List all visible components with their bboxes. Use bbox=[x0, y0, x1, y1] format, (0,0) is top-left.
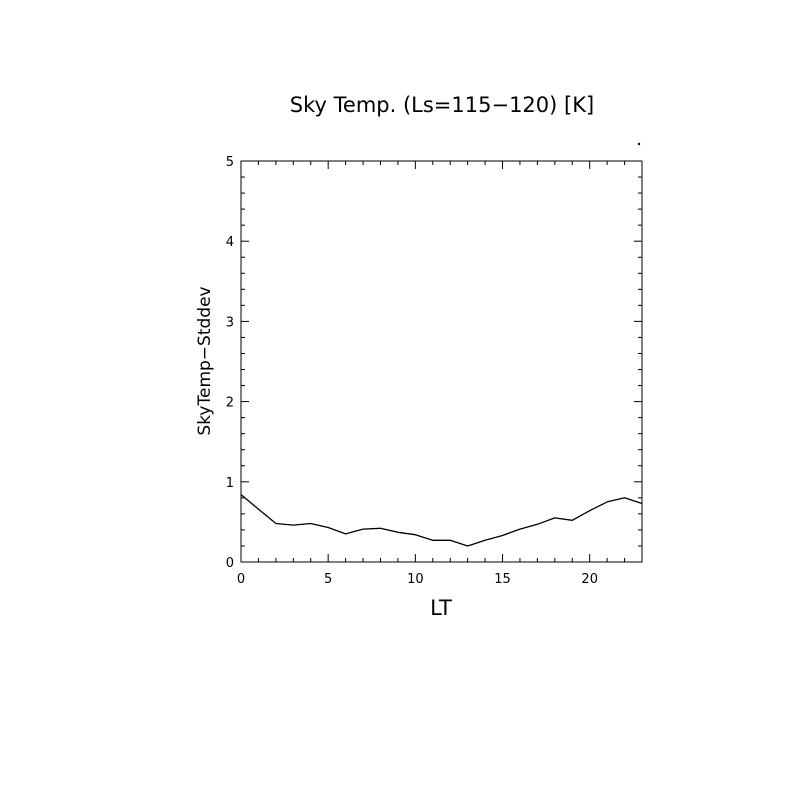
series-group bbox=[240, 494, 643, 547]
y-axis-ticks bbox=[241, 160, 642, 563]
x-axis-tick-labels: 0 5 10 15 20 bbox=[237, 572, 598, 587]
x-tick-label: 0 bbox=[237, 572, 245, 587]
x-tick-label: 10 bbox=[407, 572, 424, 587]
chart-title: Sky Temp. (Ls=115−120) [K] bbox=[290, 93, 594, 117]
y-tick-label: 3 bbox=[226, 315, 234, 330]
plot-border bbox=[240, 160, 643, 563]
series-line bbox=[240, 494, 643, 547]
y-tick-label: 0 bbox=[226, 556, 234, 571]
y-tick-label: 4 bbox=[226, 235, 234, 250]
y-tick-label: 5 bbox=[226, 155, 234, 170]
plot-frame bbox=[240, 160, 643, 563]
y-axis-tick-labels: 0 1 2 3 4 5 bbox=[226, 155, 234, 571]
y-tick-label: 1 bbox=[226, 476, 234, 491]
corner-dot bbox=[637, 142, 641, 146]
x-tick-label: 15 bbox=[494, 572, 511, 587]
x-axis-ticks bbox=[240, 161, 643, 562]
x-axis-title: LT bbox=[430, 596, 452, 620]
y-tick-label: 2 bbox=[226, 396, 234, 411]
x-tick-label: 5 bbox=[324, 572, 332, 587]
y-axis-title: SkyTemp−Stddev bbox=[195, 286, 215, 435]
x-tick-label: 20 bbox=[581, 572, 598, 587]
